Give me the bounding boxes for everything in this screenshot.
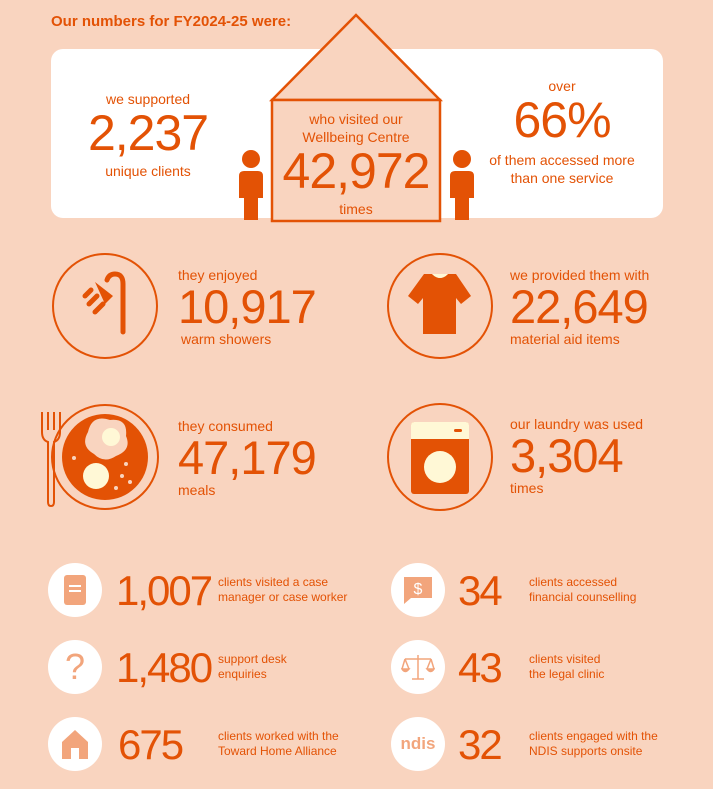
feature-pre: our laundry was used	[510, 416, 644, 432]
ndis-value: 32	[458, 721, 503, 768]
meal-plate-icon	[41, 404, 159, 510]
person-icon	[450, 150, 474, 220]
svg-text:$: $	[414, 581, 423, 598]
stat-line2: financial counselling	[529, 590, 637, 604]
laundry-value: 3,304	[510, 429, 624, 482]
feature-post: meals	[178, 482, 216, 498]
hero-left-post: unique clients	[105, 163, 191, 179]
legal-clinic-value: 43	[458, 644, 503, 691]
stat-line1: clients accessed	[529, 575, 618, 589]
stat-line2: the legal clinic	[529, 667, 605, 681]
hero-center-pre2: Wellbeing Centre	[302, 129, 410, 145]
feature-pre: they enjoyed	[178, 267, 258, 283]
hero-center-post: times	[339, 201, 373, 217]
washing-machine-icon	[387, 403, 493, 511]
feature-pre: they consumed	[178, 418, 273, 434]
feature-post: warm showers	[181, 331, 272, 347]
multi-service-percent: 66%	[513, 92, 611, 148]
stat-line2: Toward Home Alliance	[218, 744, 337, 758]
stat-line2: NDIS supports onsite	[529, 744, 643, 758]
feature-post: times	[510, 480, 544, 496]
house-outline-icon	[269, 13, 443, 223]
stat-line1: clients visited	[529, 652, 601, 666]
stat-line2: enquiries	[218, 667, 267, 681]
hero-right-post2: than one service	[510, 170, 614, 186]
feature-post: material aid items	[510, 331, 620, 347]
stat-line1: clients visited a case	[218, 575, 329, 589]
tshirt-icon	[387, 253, 493, 359]
ndis-logo-icon: ndis	[391, 717, 445, 771]
stat-line1: support desk	[218, 652, 287, 666]
visits-value: 42,972	[282, 143, 431, 199]
document-icon	[48, 563, 102, 617]
case-manager-value: 1,007	[116, 567, 213, 614]
stat-line2: manager or case worker	[218, 590, 348, 604]
support-desk-value: 1,480	[116, 644, 213, 691]
feature-pre: we provided them with	[510, 267, 650, 283]
financial-counselling-value: 34	[458, 567, 503, 614]
meals-value: 47,179	[178, 431, 317, 484]
toward-home-value: 675	[118, 721, 184, 768]
showers-value: 10,917	[178, 280, 317, 333]
hero-right-pre: over	[548, 78, 576, 94]
stat-line1: clients worked with the	[218, 729, 339, 743]
hero-center-pre1: who visited our	[309, 111, 403, 127]
scales-icon	[391, 640, 445, 694]
house-icon	[48, 717, 102, 771]
unique-clients-value: 2,237	[87, 105, 209, 161]
material-aid-value: 22,649	[510, 280, 649, 333]
dollar-speech-bubble-icon: $	[391, 563, 445, 617]
person-icon	[239, 150, 263, 220]
question-mark-icon: ?	[48, 640, 102, 694]
hero-right-post1: of them accessed more	[489, 152, 635, 168]
stat-line1: clients engaged with the	[529, 729, 658, 743]
page-title: Our numbers for FY2024-25 were:	[51, 13, 292, 30]
shower-icon	[52, 253, 158, 359]
hero-left-pre: we supported	[105, 91, 191, 107]
